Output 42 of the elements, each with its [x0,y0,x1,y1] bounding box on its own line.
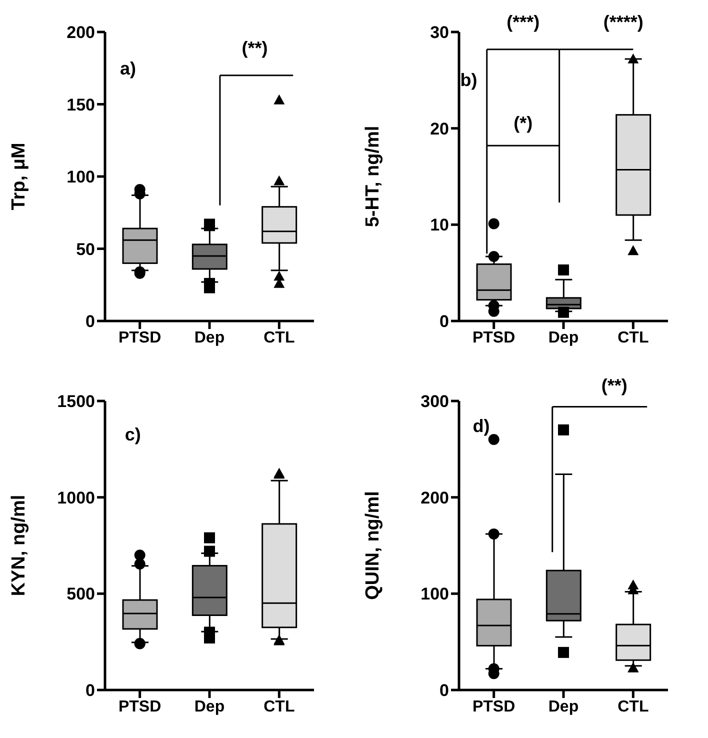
y-tick-label: 200 [66,23,95,42]
y-tick-label: 100 [66,168,95,187]
x-tick-label: PTSD [472,698,516,716]
y-tick-label: 100 [420,584,449,604]
x-tick-label: PTSD [472,329,516,346]
y-tick-label: 1000 [57,488,95,508]
x-tick-label: Dep [548,329,579,346]
y-tick-label: 0 [86,312,95,332]
annotation: (**) [242,38,268,58]
annotation: c) [124,424,141,444]
annotation: a) [120,58,136,78]
y-axis-title: QUIN, ng/ml [362,491,384,600]
annotation: b) [460,70,478,90]
y-tick-label: 0 [440,312,449,332]
x-tick-label: CTL [264,698,295,716]
x-tick-label: Dep [548,698,579,716]
y-tick-label: 200 [420,488,449,508]
x-tick-label: PTSD [118,329,162,346]
x-tick-label: Dep [194,329,225,346]
x-tick-label: PTSD [118,698,162,716]
annotation: (***) [506,12,540,32]
y-tick-label: 0 [86,681,95,700]
x-tick-label: CTL [264,329,295,346]
y-tick-label: 0 [440,681,449,700]
y-tick-label: 1500 [57,392,95,412]
y-tick-label: 300 [420,392,449,412]
y-tick-label: 30 [430,23,449,42]
annotation: d) [472,416,490,436]
y-tick-label: 150 [66,95,95,114]
y-tick-label: 20 [430,119,449,138]
y-tick-label: 10 [430,216,449,235]
y-axis-title: KYN, ng/ml [8,494,30,596]
text: (**) [601,375,628,396]
annotation: (****) [603,12,644,32]
y-tick-label: 500 [66,584,95,604]
y-tick-label: 50 [76,240,95,259]
x-tick-label: CTL [618,698,649,716]
y-axis-title: 5-HT, ng/ml [362,126,384,228]
annotation: (*) [514,113,533,134]
x-tick-label: Dep [194,698,225,716]
y-axis-title: Trp, μM [8,142,30,210]
x-tick-label: CTL [618,329,649,346]
